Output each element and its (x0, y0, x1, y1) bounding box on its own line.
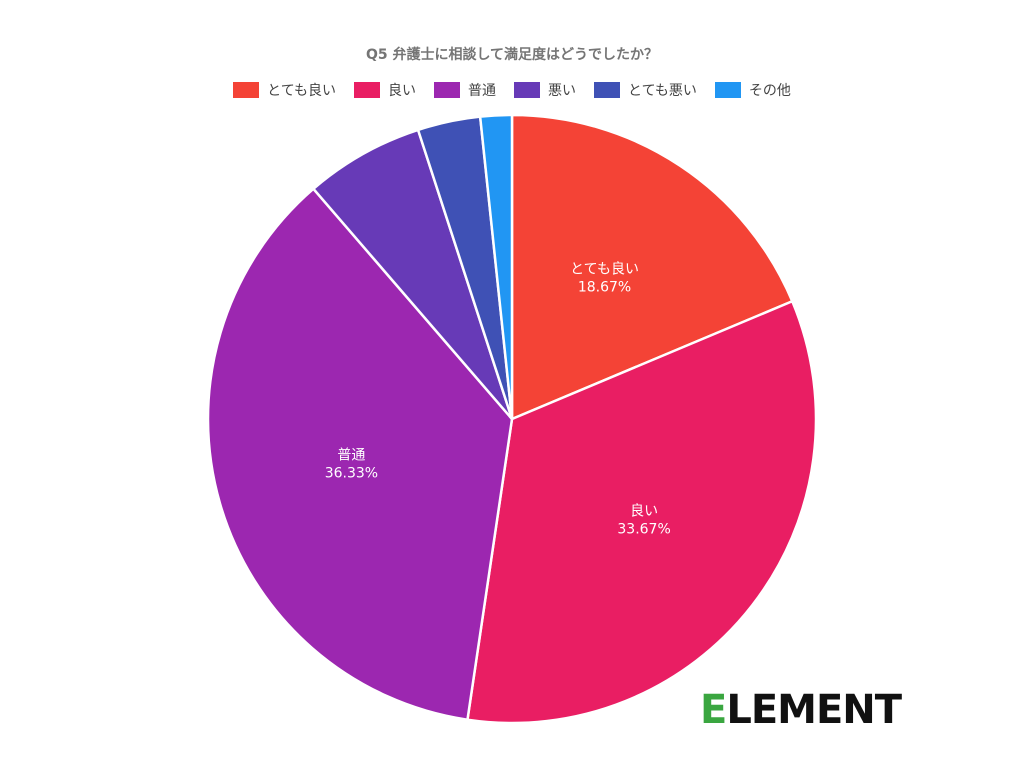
legend-item: 悪い (514, 80, 576, 100)
legend-swatch (594, 82, 620, 98)
chart-legend: とても良い 良い 普通 悪い とても悪い その他 (0, 80, 1024, 100)
pie-slice (206, 187, 514, 721)
slice-value-label: 36.33% (325, 466, 378, 482)
pie-slice (466, 300, 818, 725)
slice-category-label: とても良い (570, 262, 639, 278)
element-logo: ELEMENT (700, 687, 902, 733)
legend-item: その他 (714, 80, 791, 100)
legend-label: 良い (388, 83, 416, 99)
slice-label: 良い 33.67% (617, 504, 670, 538)
legend-label: とても悪い (628, 83, 697, 99)
legend-swatch (714, 82, 741, 98)
slice-label: とても良い 18.67% (570, 262, 639, 296)
slice-category-label: 普通 (337, 448, 365, 464)
pie-slice (312, 128, 514, 421)
slice-label: 普通 36.33% (325, 448, 378, 482)
legend-item: 良い (354, 80, 416, 100)
legend-label: とても良い (267, 83, 336, 99)
pie-slice (478, 113, 514, 421)
logo-rest: LEMENT (726, 687, 902, 733)
legend-label: 悪い (548, 83, 576, 99)
legend-item: とても悪い (594, 80, 697, 100)
logo-first-letter: E (700, 687, 727, 733)
legend-swatch (434, 82, 460, 98)
legend-label: その他 (748, 83, 791, 99)
legend-swatch (354, 82, 380, 98)
chart-title: Q5 弁護士に相談して満足度はどうでしたか？ (365, 47, 659, 63)
slice-category-label: 良い (630, 504, 658, 520)
pie-slice (510, 113, 794, 421)
legend-swatch (514, 82, 540, 98)
slice-value-label: 18.67% (578, 280, 631, 296)
slice-value-label: 33.67% (617, 522, 670, 538)
legend-swatch (233, 82, 260, 98)
legend-label: 普通 (468, 83, 496, 99)
legend-item: 普通 (434, 80, 496, 100)
legend-item: とても良い (233, 80, 336, 100)
